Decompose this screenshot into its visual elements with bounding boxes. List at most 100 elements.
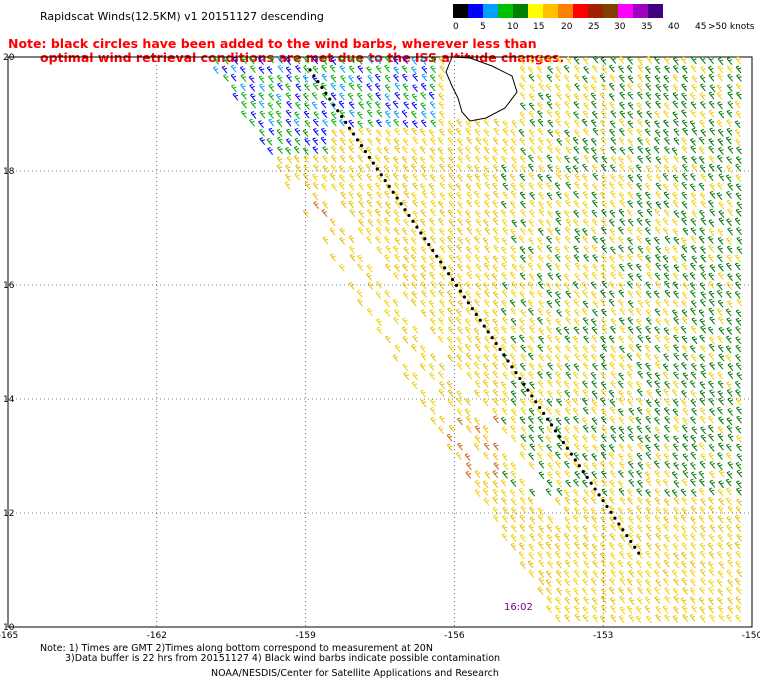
wind-barb bbox=[546, 334, 553, 343]
wind-barb bbox=[501, 289, 508, 298]
wind-barb bbox=[339, 264, 345, 272]
wind-barb bbox=[716, 192, 723, 201]
wind-barb bbox=[564, 496, 571, 505]
wind-barb bbox=[673, 264, 680, 273]
wind-barb bbox=[600, 110, 607, 119]
wind-barb bbox=[248, 75, 255, 84]
wind-barb bbox=[591, 515, 598, 524]
wind-barb bbox=[673, 371, 679, 380]
wind-barb bbox=[493, 118, 500, 127]
wind-barb bbox=[672, 118, 679, 127]
wind-barb bbox=[700, 291, 707, 300]
wind-barb bbox=[492, 291, 499, 299]
wind-barb bbox=[366, 183, 373, 192]
wind-barb bbox=[474, 164, 480, 173]
wind-barb bbox=[321, 73, 328, 82]
wind-barb bbox=[581, 417, 588, 426]
wind-barb bbox=[500, 381, 507, 390]
wind-barb bbox=[590, 92, 597, 101]
wind-barb bbox=[537, 181, 544, 190]
wind-barb bbox=[394, 344, 401, 353]
wind-barb bbox=[727, 579, 733, 588]
wind-barb bbox=[537, 137, 544, 146]
wind-barb bbox=[646, 371, 653, 380]
wind-barb bbox=[537, 380, 544, 389]
wind-barb bbox=[392, 100, 399, 109]
wind-barb bbox=[545, 93, 552, 102]
wind-barb bbox=[509, 173, 516, 182]
wind-barb bbox=[609, 399, 616, 407]
wind-barb bbox=[420, 228, 427, 237]
wind-barb bbox=[664, 335, 670, 344]
contamination-circle bbox=[601, 499, 605, 503]
wind-barb bbox=[582, 272, 589, 280]
wind-barb bbox=[555, 66, 562, 75]
wind-barb bbox=[717, 65, 724, 74]
wind-barb bbox=[583, 102, 589, 111]
wind-barb bbox=[439, 174, 446, 182]
wind-barb bbox=[546, 174, 552, 183]
wind-barb bbox=[448, 326, 454, 335]
wind-barb bbox=[338, 100, 345, 109]
wind-barb bbox=[572, 407, 579, 416]
wind-barb bbox=[428, 183, 435, 191]
wind-barb bbox=[456, 417, 463, 426]
wind-barb bbox=[339, 174, 345, 183]
wind-barb bbox=[313, 111, 320, 120]
wind-barb bbox=[232, 92, 239, 101]
wind-barb bbox=[565, 165, 572, 174]
wind-barb bbox=[618, 56, 625, 65]
wind-barb bbox=[439, 299, 445, 308]
wind-barb bbox=[492, 217, 499, 226]
wind-barb bbox=[412, 325, 419, 334]
wind-barb bbox=[547, 379, 553, 388]
wind-barb bbox=[681, 92, 687, 101]
wind-barb bbox=[563, 489, 570, 498]
wind-barb bbox=[689, 272, 696, 280]
wind-barb bbox=[331, 137, 337, 146]
wind-barb bbox=[466, 191, 473, 200]
wind-barb bbox=[699, 264, 705, 273]
wind-barb bbox=[601, 102, 608, 111]
wind-barb bbox=[601, 344, 608, 352]
wind-barb bbox=[555, 118, 562, 127]
wind-barb bbox=[276, 128, 283, 137]
wind-barb bbox=[573, 559, 579, 568]
wind-barb bbox=[610, 173, 616, 182]
wind-barb bbox=[690, 245, 697, 253]
wind-barb bbox=[627, 191, 634, 200]
wind-barb bbox=[456, 119, 463, 127]
wind-barb bbox=[475, 263, 482, 272]
wind-barb bbox=[466, 227, 473, 235]
wind-barb bbox=[628, 516, 634, 525]
wind-barb bbox=[420, 119, 427, 128]
wind-barb bbox=[474, 145, 481, 154]
wind-barb bbox=[717, 452, 723, 461]
wind-barb bbox=[546, 325, 552, 334]
wind-barb bbox=[500, 307, 507, 316]
wind-barb bbox=[590, 147, 597, 155]
wind-barb bbox=[582, 264, 589, 273]
wind-barb bbox=[419, 363, 426, 371]
wind-barb bbox=[708, 307, 715, 316]
wind-barb bbox=[708, 433, 714, 442]
wind-barb bbox=[689, 551, 696, 560]
wind-barb bbox=[492, 174, 499, 182]
wind-barb bbox=[501, 155, 507, 164]
wind-barb bbox=[520, 74, 527, 83]
wind-barb bbox=[501, 524, 508, 533]
wind-barb bbox=[654, 110, 661, 119]
wind-barb bbox=[421, 137, 428, 146]
wind-barb bbox=[681, 362, 687, 370]
wind-barb bbox=[608, 542, 615, 550]
wind-barb bbox=[430, 398, 436, 407]
wind-barb bbox=[412, 334, 419, 343]
wind-barb bbox=[663, 56, 670, 65]
wind-barb bbox=[718, 397, 724, 406]
wind-barb bbox=[636, 217, 643, 226]
wind-barb bbox=[680, 597, 687, 606]
wind-barb bbox=[429, 289, 436, 298]
colorbar-label: 30 bbox=[614, 22, 626, 32]
wind-barb bbox=[276, 74, 283, 83]
wind-barb bbox=[223, 74, 229, 82]
